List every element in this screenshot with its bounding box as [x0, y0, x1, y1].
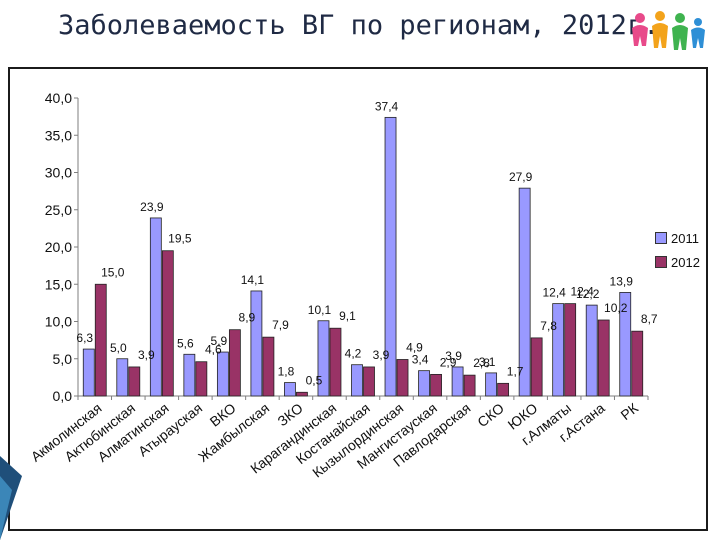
y-tick-label: 25,0 — [45, 202, 72, 218]
bar-2012-14 — [564, 303, 577, 397]
bar-2011-13 — [518, 187, 531, 397]
bar-2012-12 — [497, 382, 510, 397]
bar-2011-8 — [351, 364, 363, 397]
bar-2011-15 — [585, 304, 598, 397]
chart-legend: 2011 2012 — [655, 226, 711, 274]
data-label-2011-7: 10,1 — [308, 303, 332, 317]
bar-2011-12 — [485, 372, 498, 397]
data-label-2011-13: 27,9 — [509, 170, 533, 184]
bar-2011-4 — [216, 351, 229, 397]
bar-2012-8 — [363, 366, 375, 397]
data-label-2012-12: 1,7 — [507, 364, 524, 378]
bar-2012-13 — [530, 337, 543, 397]
data-label-2012-1: 3,9 — [138, 348, 155, 362]
data-label-2012-9: 4,9 — [406, 340, 423, 354]
data-label-2012-15: 10,2 — [604, 301, 628, 315]
legend-item-2012: 2012 — [655, 250, 711, 274]
category-label-16: РК — [617, 399, 641, 423]
bar-2012-10 — [430, 373, 442, 397]
y-tick-label: 15,0 — [45, 276, 72, 292]
bar-2011-5 — [250, 290, 263, 397]
bar-2012-6 — [296, 391, 308, 397]
bar-2012-0 — [94, 283, 107, 397]
data-label-2011-4: 5,9 — [211, 334, 228, 348]
data-label-2011-0: 6,3 — [76, 331, 93, 345]
bar-2012-1 — [128, 366, 141, 397]
data-label-2011-12: 3,1 — [479, 355, 496, 369]
data-label-2011-16: 13,9 — [610, 274, 634, 288]
data-label-2012-16: 8,7 — [641, 312, 658, 326]
data-label-2011-11: 3,9 — [445, 349, 462, 363]
bar-2011-14 — [552, 303, 565, 397]
data-label-2011-8: 4,2 — [345, 347, 362, 361]
data-label-2011-3: 5,6 — [177, 336, 194, 350]
data-label-2012-5: 7,9 — [272, 318, 289, 332]
data-label-2011-5: 14,1 — [241, 273, 265, 287]
y-tick-label: 40,0 — [45, 90, 72, 106]
bar-2011-10 — [418, 370, 430, 397]
legend-item-2011: 2011 — [655, 226, 711, 250]
y-tick-label: 30,0 — [45, 165, 72, 181]
data-label-2011-10: 3,4 — [412, 353, 429, 367]
y-tick-label: 20,0 — [45, 239, 72, 255]
bar-2012-4 — [228, 329, 241, 397]
bar-2011-0 — [82, 348, 95, 397]
data-label-2012-14: 12,4 — [570, 285, 594, 299]
data-label-2012-6: 0,5 — [306, 373, 323, 387]
data-label-2012-8: 3,9 — [373, 348, 390, 362]
people-logo-icon — [632, 11, 705, 50]
legend-label-2011: 2011 — [671, 230, 699, 246]
data-label-2012-2: 19,5 — [168, 232, 192, 246]
data-label-2012-4: 8,9 — [239, 311, 256, 325]
bar-2012-9 — [396, 359, 409, 397]
bar-2011-3 — [183, 353, 196, 397]
corner-decoration-icon — [0, 456, 22, 540]
y-tick-label: 0,0 — [53, 388, 73, 404]
bar-2011-6 — [284, 382, 296, 397]
bar-2011-7 — [317, 320, 330, 397]
slide-title: Заболеваемость ВГ по регионам, 2012г. — [58, 10, 660, 41]
data-label-2011-15: 12,2 — [576, 287, 600, 301]
data-label-2012-0: 15,0 — [101, 265, 125, 279]
data-label-2011-2: 23,9 — [140, 200, 164, 214]
bar-2012-11 — [463, 374, 476, 397]
y-tick-label: 10,0 — [45, 314, 72, 330]
bar-2011-2 — [149, 217, 162, 397]
legend-label-2012: 2012 — [671, 254, 700, 270]
chart-frame — [8, 67, 708, 531]
legend-swatch-2012 — [655, 256, 667, 268]
data-label-2012-13: 7,8 — [540, 319, 557, 333]
bar-2012-15 — [597, 319, 610, 397]
bar-2012-5 — [262, 336, 275, 397]
bar-2012-7 — [329, 327, 342, 397]
bar-2011-11 — [451, 366, 464, 397]
data-label-2011-1: 5,0 — [110, 341, 127, 355]
y-tick-label: 35,0 — [45, 127, 72, 143]
data-label-2012-11: 2,8 — [473, 356, 490, 370]
y-tick-label: 5,0 — [53, 351, 73, 367]
bar-2012-2 — [161, 250, 174, 397]
legend-swatch-2011 — [655, 232, 667, 244]
data-label-2012-10: 2,9 — [440, 355, 457, 369]
data-label-2011-6: 1,8 — [278, 365, 295, 379]
category-label-12: СКО — [474, 400, 507, 431]
bar-2011-16 — [619, 292, 632, 397]
bar-2011-9 — [384, 116, 397, 397]
bar-2011-1 — [116, 358, 129, 397]
bar-2012-3 — [195, 361, 208, 397]
data-label-2011-14: 12,4 — [542, 286, 566, 300]
data-label-2012-7: 9,1 — [339, 309, 356, 323]
data-label-2012-3: 4,6 — [205, 343, 222, 357]
bar-2012-16 — [631, 330, 644, 397]
data-label-2011-9: 37,4 — [375, 99, 399, 113]
